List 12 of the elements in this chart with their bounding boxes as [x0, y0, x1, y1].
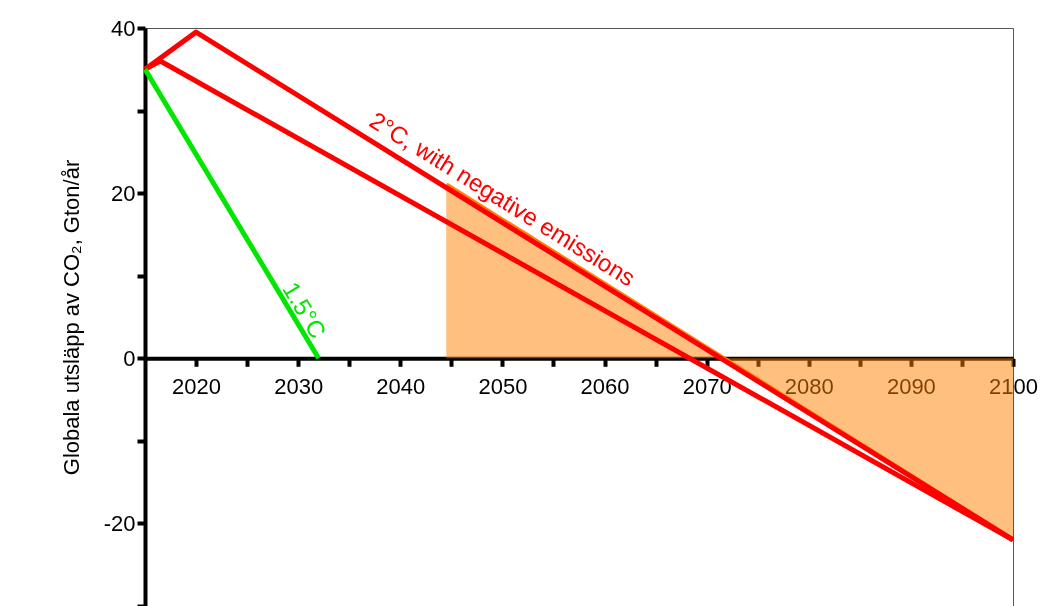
x-tick-label: 2020 [172, 373, 222, 399]
x-tick-label: 2030 [274, 373, 324, 399]
y-tick-label: 0 [123, 345, 136, 371]
y-tick-label: 40 [111, 15, 136, 41]
x-tick-label: 2050 [478, 373, 528, 399]
y-axis-title: Globala utsläpp av CO₂, Gton/år [58, 159, 84, 476]
x-tick-label: 2090 [886, 373, 936, 399]
x-tick-label: 2080 [784, 373, 834, 399]
y-tick-label: 20 [111, 180, 136, 206]
x-tick-label: 2040 [376, 373, 426, 399]
y-tick-label: -20 [103, 510, 136, 536]
x-tick-label: 2060 [580, 373, 630, 399]
